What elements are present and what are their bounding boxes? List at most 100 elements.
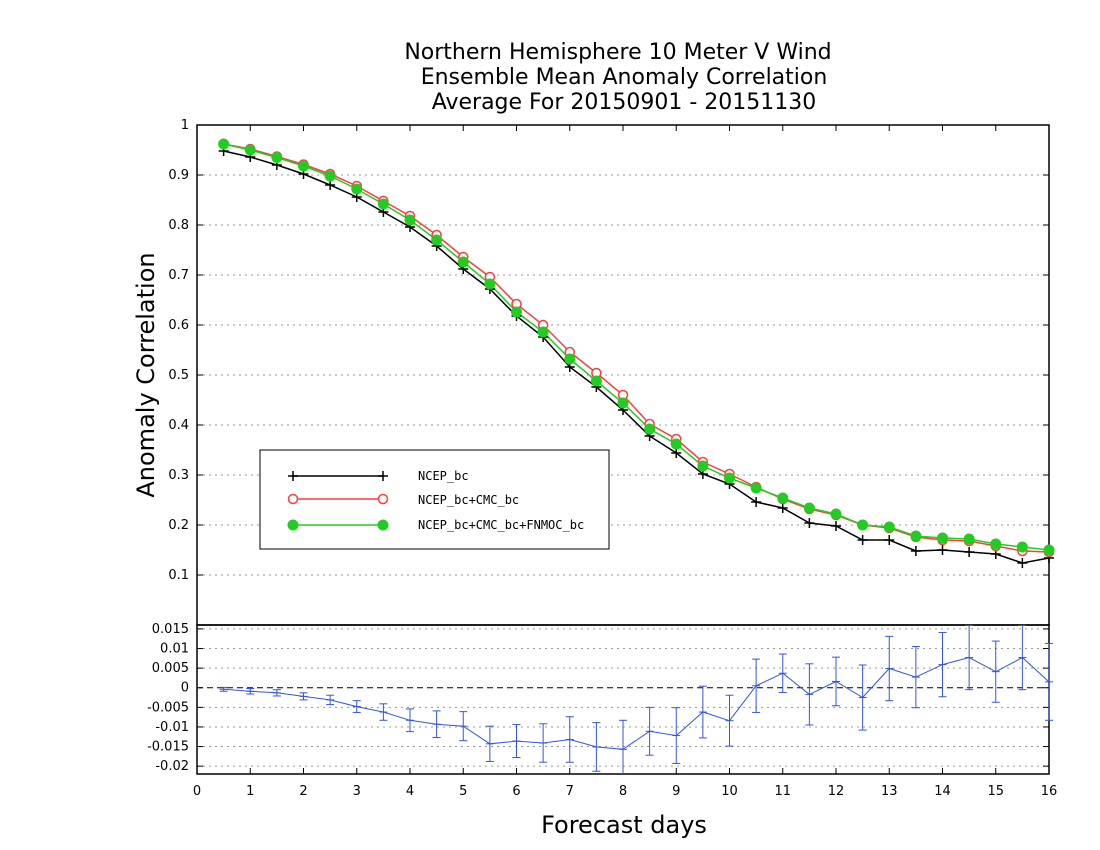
top-y-ticks: 0.1 0.2 0.3 0.4 0.5 0.6 0.7 0.8 0.9 1 bbox=[168, 118, 1049, 583]
xtick-label-3: 3 bbox=[353, 784, 361, 799]
series-2-point-14 bbox=[590, 375, 602, 387]
series-2-point-6 bbox=[377, 198, 389, 210]
top-gridlines bbox=[197, 174, 1049, 576]
series-2-point-28 bbox=[963, 533, 975, 545]
series-0-point-30 bbox=[1017, 558, 1028, 568]
series-2-point-10 bbox=[484, 278, 496, 290]
series-2-point-18 bbox=[697, 460, 709, 472]
series-2-point-11 bbox=[511, 306, 522, 318]
bottom-ytick-label-2: -0.01 bbox=[155, 720, 189, 735]
series-2-point-16 bbox=[644, 423, 656, 435]
top-ytick-label-6: 0.7 bbox=[168, 268, 189, 283]
top-ytick-label-0: 0.1 bbox=[168, 568, 189, 583]
series-2-point-31 bbox=[1043, 544, 1055, 556]
series-2-point-2 bbox=[271, 152, 283, 163]
xtick-label-14: 14 bbox=[934, 784, 951, 799]
xtick-label-0: 0 bbox=[193, 784, 201, 799]
bottom-ytick-label-0: -0.02 bbox=[155, 759, 189, 774]
series-2-point-21 bbox=[777, 492, 789, 504]
series-2-point-20 bbox=[750, 482, 762, 494]
top-ytick-label-9: 1 bbox=[181, 118, 189, 133]
top-ytick-label-1: 0.2 bbox=[168, 518, 189, 533]
series-2-point-24 bbox=[857, 519, 869, 531]
legend-marker-0-a bbox=[288, 471, 298, 481]
legend-marker-0-b bbox=[378, 471, 388, 481]
series-2-point-1 bbox=[244, 144, 256, 156]
top-ytick-label-3: 0.4 bbox=[168, 418, 189, 433]
xtick-label-11: 11 bbox=[774, 784, 791, 799]
legend-marker-2-b bbox=[377, 519, 389, 531]
series-2-point-9 bbox=[457, 256, 469, 268]
series-0-point-20 bbox=[751, 497, 762, 507]
bottom-ytick-label-3: -0.005 bbox=[147, 700, 189, 715]
top-ytick-label-2: 0.3 bbox=[168, 468, 189, 483]
legend-label-ncep-cmc-fnmoc: NCEP_bc+CMC_bc+FNMOC_bc bbox=[418, 518, 584, 532]
series-2-point-15 bbox=[617, 397, 629, 409]
xtick-label-13: 13 bbox=[881, 784, 898, 799]
series-2-point-23 bbox=[830, 508, 842, 520]
bottom-ytick-label-4: 0 bbox=[181, 681, 189, 696]
xtick-label-15: 15 bbox=[987, 784, 1004, 799]
series-2-point-17 bbox=[670, 438, 682, 450]
series-0-point-27 bbox=[937, 545, 948, 555]
series-0-point-23 bbox=[831, 521, 841, 531]
series-0-point-26 bbox=[910, 546, 921, 556]
series-0-point-25 bbox=[884, 535, 895, 545]
legend-marker-1-a bbox=[287, 493, 299, 505]
bottom-ytick-label-5: 0.005 bbox=[152, 661, 189, 676]
series-2-point-13 bbox=[564, 353, 576, 365]
series-2-point-0 bbox=[218, 138, 230, 150]
series-2-point-26 bbox=[910, 530, 922, 542]
xtick-label-7: 7 bbox=[566, 784, 574, 799]
x-ticks: 0 1 2 3 4 5 6 7 8 9 10 11 12 13 14 15 16 bbox=[193, 125, 1057, 799]
xtick-label-12: 12 bbox=[828, 784, 845, 799]
xtick-label-4: 4 bbox=[406, 784, 414, 799]
series-2-point-19 bbox=[724, 472, 735, 484]
title-line-3: Average For 20150901 - 20151130 bbox=[432, 90, 817, 115]
legend-markers bbox=[287, 471, 389, 531]
legend-label-ncep-cmc: NCEP_bc+CMC_bc bbox=[418, 493, 519, 507]
top-ytick-label-4: 0.5 bbox=[168, 368, 189, 383]
series-2-point-7 bbox=[404, 214, 416, 226]
x-axis-label: Forecast days bbox=[541, 811, 707, 839]
series-0-point-24 bbox=[857, 535, 868, 545]
top-ytick-label-8: 0.9 bbox=[168, 168, 189, 183]
xtick-label-10: 10 bbox=[721, 784, 738, 799]
series-2-point-3 bbox=[298, 160, 309, 172]
xtick-label-9: 9 bbox=[672, 784, 680, 799]
xtick-label-6: 6 bbox=[512, 784, 520, 799]
series-2-point-27 bbox=[937, 532, 948, 544]
legend-marker-2-a bbox=[287, 519, 299, 531]
title-line-1: Northern Hemisphere 10 Meter V Wind bbox=[404, 40, 831, 65]
series-2-point-8 bbox=[431, 234, 443, 246]
xtick-label-8: 8 bbox=[619, 784, 627, 799]
series-2-point-30 bbox=[1016, 541, 1028, 553]
legend-marker-1-b bbox=[377, 493, 389, 505]
legend-label-ncep-bc: NCEP_bc bbox=[418, 469, 469, 483]
bottom-ytick-label-7: 0.015 bbox=[152, 622, 189, 637]
bottom-ytick-label-1: -0.015 bbox=[147, 740, 189, 755]
series-0-point-4 bbox=[325, 180, 336, 190]
xtick-label-1: 1 bbox=[246, 784, 254, 799]
series-2-point-5 bbox=[351, 183, 363, 195]
chart-title: Northern Hemisphere 10 Meter V Wind Ense… bbox=[404, 40, 831, 115]
title-line-2: Ensemble Mean Anomaly Correlation bbox=[421, 65, 828, 90]
series-0-point-22 bbox=[804, 518, 815, 528]
difference-line bbox=[223, 656, 1050, 750]
xtick-label-5: 5 bbox=[459, 784, 467, 799]
y-axis-label: Anomaly Correlation bbox=[132, 252, 160, 497]
legend: NCEP_bc NCEP_bc+CMC_bc NCEP_bc+CMC_bc+FN… bbox=[259, 449, 610, 550]
series-2-point-29 bbox=[990, 538, 1002, 550]
series-2-point-4 bbox=[324, 170, 336, 182]
series-2-point-22 bbox=[803, 502, 815, 514]
series-line-0 bbox=[223, 150, 1050, 564]
series-2-point-12 bbox=[537, 326, 549, 338]
bottom-y-ticks: -0.02 -0.015 -0.01 -0.005 0 0.005 0.01 0.015 bbox=[147, 622, 1049, 774]
series-0-point-21 bbox=[777, 503, 788, 513]
xtick-label-16: 16 bbox=[1041, 784, 1058, 799]
xtick-label-2: 2 bbox=[299, 784, 307, 799]
bottom-ytick-label-6: 0.01 bbox=[160, 642, 189, 657]
series-0-point-17 bbox=[671, 448, 682, 458]
top-ytick-label-5: 0.6 bbox=[168, 318, 189, 333]
